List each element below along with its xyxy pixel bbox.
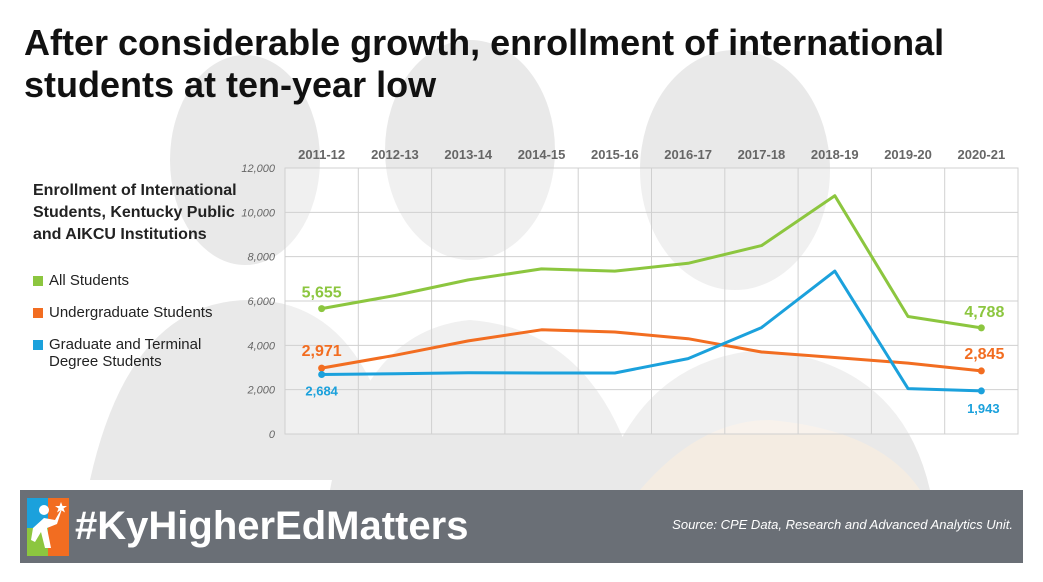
legend-title: Enrollment of International Students, Ke… (33, 182, 237, 243)
y-tick-label: 12,000 (241, 163, 276, 175)
data-label: 5,655 (302, 285, 342, 302)
kentucky-cpe-logo-icon (27, 498, 69, 556)
y-tick-label: 8,000 (247, 252, 275, 264)
x-tick-label: 2015-16 (591, 147, 639, 162)
legend-label-undergraduate: Undergraduate Students (49, 304, 213, 321)
headline: After considerable growth, enrollment of… (24, 22, 945, 105)
x-tick-label: 2016-17 (664, 147, 712, 162)
data-label: 2,845 (964, 346, 1004, 363)
hashtag-text: #KyHigherEdMatters (75, 504, 469, 548)
x-tick-label: 2014-15 (518, 147, 566, 162)
y-tick-label: 4,000 (247, 340, 275, 352)
legend-label-graduate: Graduate and Terminal Degree Students (49, 336, 202, 370)
chart-legend: Enrollment of International Students, Ke… (33, 180, 248, 385)
legend-swatch-graduate (33, 340, 43, 350)
series-line-1 (320, 328, 983, 373)
legend-item-graduate: Graduate and Terminal Degree Students (33, 336, 248, 370)
x-tick-label: 2020-21 (957, 147, 1005, 162)
legend-swatch-all-students (33, 276, 43, 286)
series-point-0 (977, 324, 985, 332)
source-note: Source: CPE Data, Research and Advanced … (672, 517, 1013, 532)
data-label: 1,943 (967, 401, 1000, 416)
y-tick-label: 10,000 (241, 207, 276, 219)
series-point-0 (318, 305, 326, 313)
x-tick-label: 2018-19 (811, 147, 859, 162)
series-line-2 (320, 269, 983, 393)
y-tick-label: 6,000 (247, 296, 275, 308)
x-tick-label: 2017-18 (738, 147, 786, 162)
legend-item-undergraduate: Undergraduate Students (33, 304, 248, 321)
y-tick-label: 2,000 (246, 385, 275, 397)
x-tick-label: 2011-12 (298, 147, 345, 162)
data-label: 4,788 (964, 304, 1004, 321)
series-point-1 (318, 364, 326, 372)
series-point-1 (977, 367, 985, 375)
series-line-0 (320, 194, 983, 330)
legend-swatch-undergraduate (33, 308, 43, 318)
x-tick-label: 2019-20 (884, 147, 932, 162)
x-tick-label: 2013-14 (444, 147, 492, 162)
footer-banner: #KyHigherEdMatters Source: CPE Data, Res… (20, 490, 1023, 563)
data-label: 2,971 (302, 343, 342, 360)
legend-label-all-students: All Students (49, 272, 130, 289)
series-point-2 (977, 387, 985, 395)
x-tick-label: 2012-13 (371, 147, 419, 162)
legend-item-all-students: All Students (33, 272, 248, 289)
data-label: 2,684 (305, 384, 338, 399)
series-point-2 (318, 371, 326, 379)
y-tick-label: 0 (269, 429, 276, 441)
